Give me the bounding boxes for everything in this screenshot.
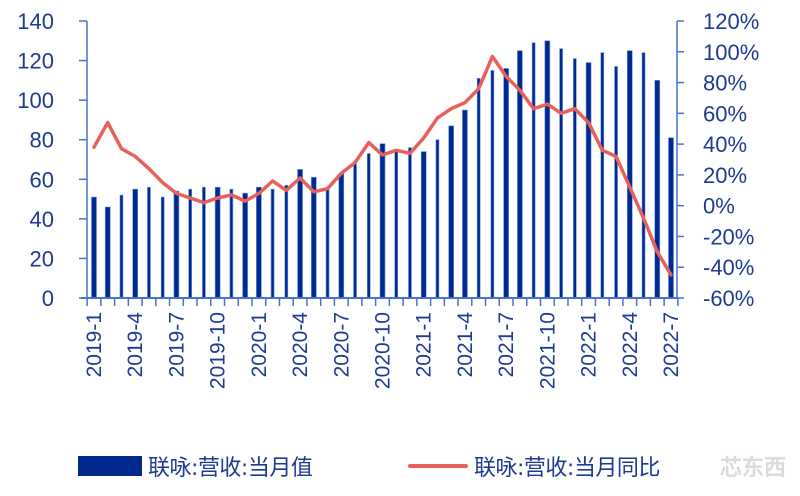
x-axis-tick-label: 2020-4 bbox=[289, 312, 312, 378]
x-axis-tick-label: 2019-4 bbox=[124, 312, 147, 378]
watermark: 芯东西 bbox=[719, 456, 786, 481]
left-axis-tick-label: 100 bbox=[17, 88, 54, 113]
bar bbox=[325, 186, 330, 299]
bar bbox=[490, 70, 495, 299]
bar bbox=[600, 52, 605, 299]
line-series bbox=[92, 54, 673, 277]
legend-label-line: 联咏:营收:当月同比 bbox=[474, 456, 660, 481]
bar bbox=[614, 66, 618, 299]
x-axis-tick-label: 2021-4 bbox=[454, 312, 477, 378]
bar bbox=[476, 78, 481, 299]
bar bbox=[188, 188, 192, 299]
right-axis-tick-label: 100% bbox=[703, 40, 759, 65]
right-axis-tick-label: 40% bbox=[703, 132, 747, 157]
x-axis bbox=[81, 297, 679, 306]
x-axis-tick-label: 2020-7 bbox=[330, 312, 353, 377]
bar bbox=[284, 184, 289, 299]
x-axis-labels: 2019-1 2019-4 2019-7 2019-10 2020-1 2020-4 202… bbox=[83, 312, 683, 389]
bar bbox=[229, 188, 234, 299]
x-axis-tick-label: 2019-1 bbox=[83, 312, 106, 377]
bar bbox=[531, 42, 536, 299]
x-axis-tick-label: 2021-1 bbox=[413, 312, 436, 377]
left-axis-tick-label: 120 bbox=[17, 49, 54, 74]
line-swatch-icon bbox=[408, 464, 468, 468]
bar bbox=[270, 188, 275, 299]
legend-item-line: 联咏:营收:当月同比 bbox=[408, 448, 660, 484]
bar bbox=[91, 196, 97, 299]
right-axis-tick-label: -20% bbox=[703, 224, 754, 249]
x-axis-tick-label: 2021-7 bbox=[495, 312, 518, 377]
x-axis-tick-label: 2020-10 bbox=[372, 312, 395, 389]
x-axis-tick-label: 2021-10 bbox=[536, 312, 559, 389]
bar bbox=[119, 194, 124, 299]
right-axis-tick-label: 20% bbox=[703, 163, 747, 188]
bar bbox=[132, 188, 139, 299]
left-axis-tick-label: 140 bbox=[17, 9, 54, 34]
right-axis-tick-label: 0% bbox=[703, 194, 735, 219]
bar bbox=[104, 206, 111, 299]
left-axis-tick-label: 60 bbox=[30, 167, 54, 192]
bar bbox=[420, 151, 427, 299]
left-axis-tick-label: 0 bbox=[42, 286, 54, 311]
bar bbox=[338, 173, 345, 299]
bar bbox=[353, 163, 357, 299]
right-axis-tick-label: 60% bbox=[703, 101, 747, 126]
legend-item-bar: 联咏:营收:当月值 bbox=[78, 448, 313, 484]
bar bbox=[394, 149, 399, 299]
bar bbox=[256, 186, 262, 299]
right-y-axis: -60% -40% -20% 0% 20% 40% 60% 80% 100% 120% bbox=[676, 9, 759, 311]
x-axis-tick-label: 2022-4 bbox=[619, 312, 642, 378]
x-axis-tick-label: 2019-10 bbox=[207, 312, 230, 389]
legend: 联咏:营收:当月值 联咏:营收:当月同比 bbox=[0, 448, 800, 488]
bar bbox=[448, 125, 454, 299]
bar bbox=[366, 153, 371, 299]
right-axis-tick-label: -60% bbox=[703, 286, 754, 311]
bar bbox=[297, 169, 303, 299]
bar bbox=[214, 186, 221, 299]
bar bbox=[559, 48, 563, 299]
bar bbox=[462, 109, 468, 299]
bar bbox=[641, 52, 646, 299]
x-axis-tick-label: 2022-7 bbox=[660, 312, 683, 377]
bar bbox=[242, 192, 248, 299]
x-axis-tick-label: 2020-1 bbox=[248, 312, 271, 377]
left-axis-tick-label: 80 bbox=[30, 128, 54, 153]
bar bbox=[173, 190, 180, 299]
bar-swatch-icon bbox=[78, 456, 142, 476]
yoy-line bbox=[92, 54, 673, 277]
bar bbox=[311, 177, 317, 299]
legend-label-bar: 联咏:营收:当月值 bbox=[148, 456, 313, 481]
bar bbox=[503, 68, 509, 299]
right-axis-tick-label: 120% bbox=[703, 9, 759, 34]
left-axis-tick-label: 40 bbox=[30, 207, 54, 232]
x-axis-tick-label: 2019-7 bbox=[165, 312, 188, 377]
bar bbox=[379, 143, 386, 299]
left-y-axis: 0 20 40 60 80 100 120 140 bbox=[17, 9, 88, 311]
right-axis-tick-label: 80% bbox=[703, 71, 747, 96]
bar bbox=[160, 196, 165, 299]
bar-series bbox=[91, 40, 674, 299]
bar bbox=[408, 147, 412, 299]
bar bbox=[585, 62, 592, 299]
bar bbox=[654, 80, 661, 299]
bar bbox=[544, 40, 551, 299]
left-axis-tick-label: 20 bbox=[30, 246, 54, 271]
x-axis-tick-label: 2022-1 bbox=[578, 312, 601, 377]
bar bbox=[573, 58, 577, 299]
right-axis-tick-label: -40% bbox=[703, 255, 754, 280]
bar bbox=[147, 186, 151, 299]
bar bbox=[626, 50, 633, 299]
bar bbox=[435, 139, 440, 299]
